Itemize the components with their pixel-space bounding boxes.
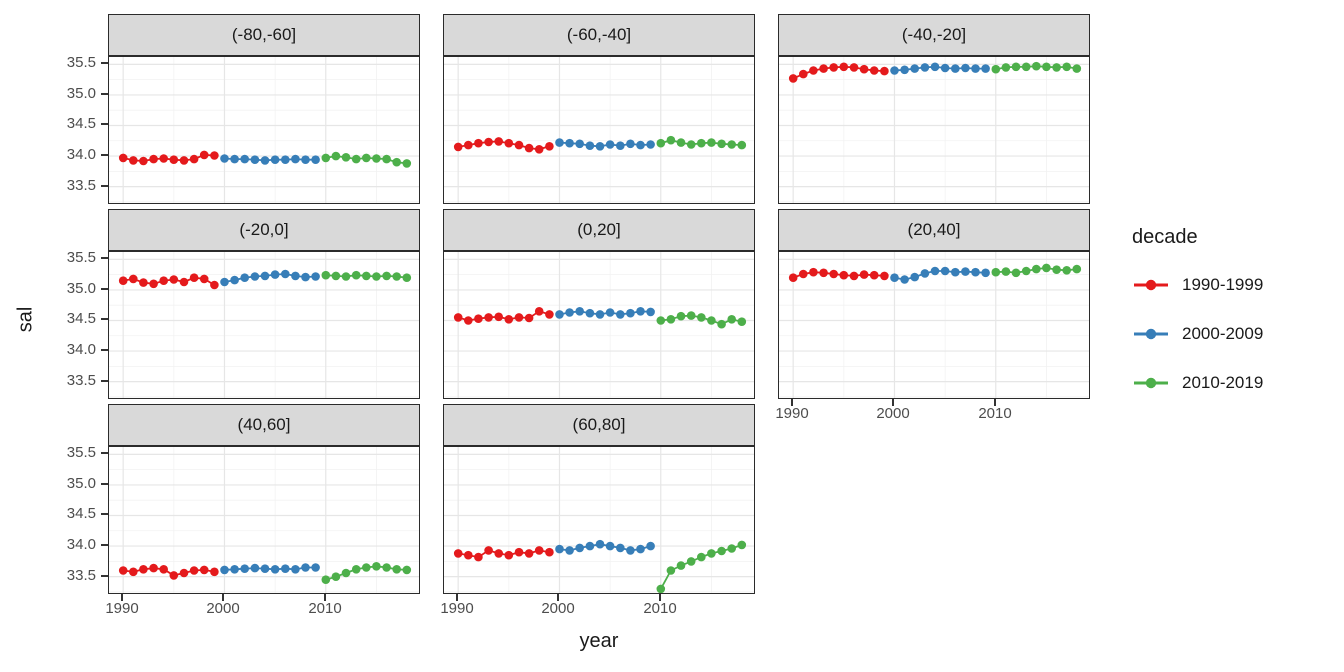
facet-panel: (60,80] 1990 2000 2010 [440,404,755,617]
facet-strip: (-40,-20] [778,14,1090,56]
y-tick-label: 35.0 [66,85,96,102]
legend-entry-label: 2010-2019 [1182,373,1264,392]
x-tick-mark [222,594,224,601]
legend-key-line-point-icon [1134,279,1168,291]
facet-strip: (20,40] [778,209,1090,251]
y-tick-mark [101,349,108,351]
plot-panel [108,251,420,399]
y-tick-label: 34.5 [66,505,96,522]
x-tick-mark [892,399,894,406]
y-tick-mark [101,288,108,290]
x-tick-mark [659,594,661,601]
y-tick-mark [101,62,108,64]
legend-entry-label: 1990-1999 [1182,275,1264,294]
y-tick-mark [101,185,108,187]
plot-panel [443,251,755,399]
plot-panel [108,56,420,204]
legend-title: decade [1132,226,1198,248]
x-tick-mark [791,399,793,406]
y-tick-mark [101,544,108,546]
x-axis-title: year [579,630,619,652]
plot-panel [443,446,755,594]
plot-panel [108,446,420,594]
facet-strip: (0,20] [443,209,755,251]
y-axis-title: sal [14,306,37,333]
facet-panel: (-80,-60] 33.5 34.0 34.5 35.0 35.5 [67,14,420,204]
facet-strip: (-60,-40] [443,14,755,56]
x-tick-mark [121,594,123,601]
x-tick-mark [324,594,326,601]
y-tick-mark [101,452,108,454]
y-tick-label: 34.5 [66,310,96,327]
y-tick-mark [101,257,108,259]
facet-strip: (40,60] [108,404,420,446]
legend: decade 1990-1999 2000-2009 2010-2019 [1132,226,1263,422]
legend-entry-label: 2000-2009 [1182,324,1264,343]
y-tick-label: 34.0 [66,146,96,163]
legend-entry: 1990-1999 [1132,275,1263,295]
y-tick-label: 33.5 [66,372,96,389]
y-tick-mark [101,575,108,577]
x-tick-label: 2010 [978,405,1012,422]
facet-strip: (-20,0] [108,209,420,251]
y-tick-label: 34.0 [66,341,96,358]
facet-panel: (-20,0] 33.5 34.0 34.5 35.0 35.5 [67,209,420,399]
legend-entry: 2010-2019 [1132,373,1263,393]
x-tick-mark [456,594,458,601]
y-tick-label: 35.0 [66,475,96,492]
y-tick-mark [101,318,108,320]
facet-panel: (0,20] [443,209,755,399]
facet-strip: (60,80] [443,404,755,446]
facet-panel: (-40,-20] [778,14,1090,204]
x-tick-label: 2010 [643,600,677,617]
legend-entry: 2000-2009 [1132,324,1263,344]
plot-panel [778,251,1090,399]
legend-key-line-point-icon [1134,328,1168,340]
facet-panel: (40,60] 33.5 34.0 34.5 35.0 35.5 1990 2000 2010 [67,404,420,617]
y-tick-label: 33.5 [66,567,96,584]
y-tick-mark [101,483,108,485]
y-tick-mark [101,154,108,156]
x-tick-label: 2000 [206,600,240,617]
plot-panel [778,56,1090,204]
y-tick-mark [101,93,108,95]
y-tick-label: 35.0 [66,280,96,297]
y-tick-mark [101,380,108,382]
y-tick-label: 35.5 [66,249,96,266]
x-tick-mark [557,594,559,601]
y-tick-mark [101,123,108,125]
x-tick-label: 1990 [440,600,474,617]
plot-panel [443,56,755,204]
x-tick-mark [994,399,996,406]
x-tick-label: 2010 [308,600,342,617]
legend-key-line-point-icon [1134,377,1168,389]
x-tick-label: 1990 [775,405,809,422]
x-tick-label: 2000 [541,600,575,617]
x-tick-label: 1990 [105,600,139,617]
y-tick-label: 35.5 [66,444,96,461]
facet-strip: (-80,-60] [108,14,420,56]
y-tick-label: 34.0 [66,536,96,553]
facet-panel: (20,40] 1990 2000 2010 [775,209,1090,422]
x-tick-label: 2000 [876,405,910,422]
y-tick-mark [101,513,108,515]
y-tick-label: 33.5 [66,177,96,194]
facet-panel: (-60,-40] [443,14,755,204]
y-tick-label: 35.5 [66,54,96,71]
y-tick-label: 34.5 [66,115,96,132]
